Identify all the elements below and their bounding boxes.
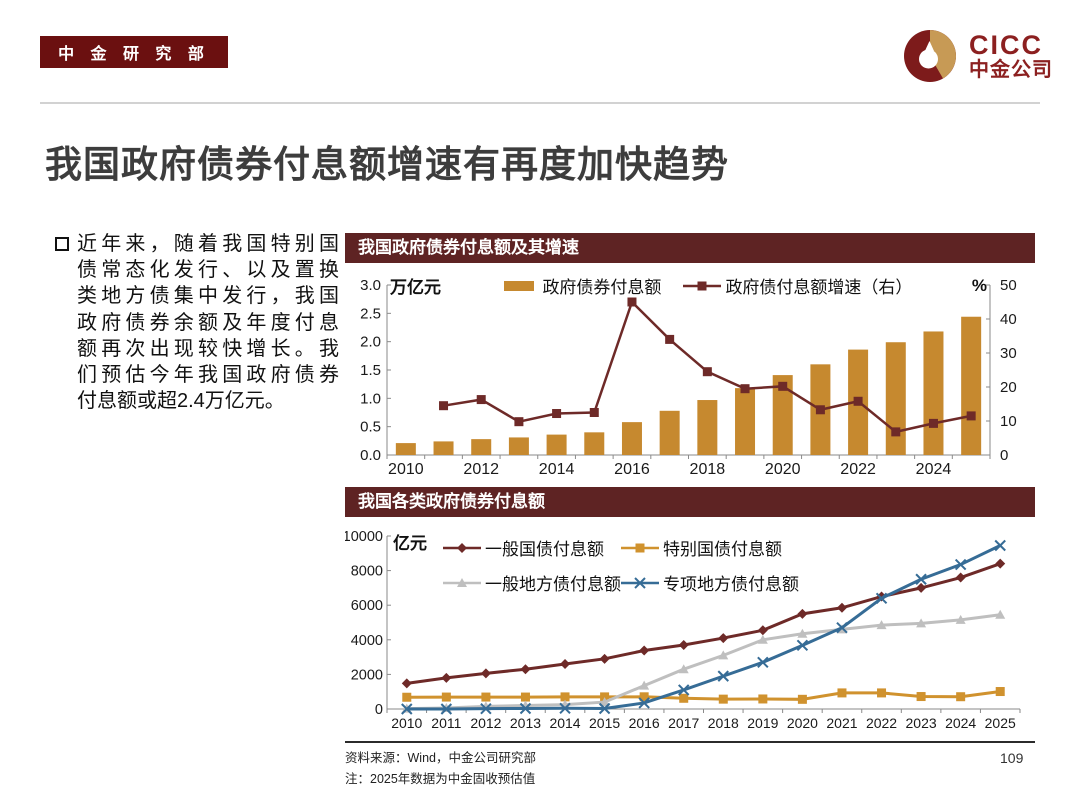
svg-text:3.0: 3.0 (360, 277, 381, 294)
svg-text:6000: 6000 (351, 598, 383, 614)
chart1-panel: 万亿元 政府债券付息额 政府债付息额增速（右） % 0.0 0.5 1.0 1.5 2.… (345, 263, 1035, 480)
svg-text:2016: 2016 (614, 461, 650, 478)
chart2-left-axis-unit: 亿元 (393, 534, 427, 553)
svg-text:2024: 2024 (945, 715, 976, 731)
svg-text:2012: 2012 (463, 461, 499, 478)
legend-item-general-local: 一般地方债付息额 (443, 570, 621, 595)
chart1-left-axis-unit: 万亿元 (390, 278, 441, 297)
line-x-swatch-icon (621, 576, 659, 590)
svg-text:2021: 2021 (826, 715, 857, 731)
cicc-logo-icon (903, 28, 957, 84)
svg-text:0.5: 0.5 (360, 419, 381, 436)
figure-bottom-rule (345, 741, 1035, 743)
line-square-swatch-icon (621, 541, 659, 555)
line-diamond-swatch-icon (443, 541, 481, 555)
cicc-logo-cn: 中金公司 (969, 58, 1053, 81)
svg-text:0: 0 (1000, 447, 1008, 464)
page-title: 我国政府债券付息额增速有再度加快趋势 (45, 144, 729, 185)
intro-text: 近年来，随着我国特别国 债常态化发行、以及置换 类地方债集中发行，我国 政府债券… (77, 231, 339, 414)
chart2-svg: 0 2000 4000 6000 8000 10000 2010 2011 2012 2013 20… (345, 529, 1021, 731)
svg-text:2010: 2010 (388, 461, 424, 478)
chart2-panel: 亿元 一般国债付息额 特别国债付息额 一般地方债付息额 专项地方债付息额 0 20… (345, 517, 1035, 742)
svg-text:4000: 4000 (351, 633, 383, 649)
intro-line: 额再次出现较快增长。我 (77, 337, 339, 360)
svg-text:20: 20 (1000, 379, 1017, 396)
svg-text:2.5: 2.5 (360, 305, 381, 322)
intro-bullet-block: 近年来，随着我国特别国 债常态化发行、以及置换 类地方债集中发行，我国 政府债券… (55, 231, 345, 414)
header-divider (40, 102, 1040, 104)
research-dept-badge: 中 金 研 究 部 (40, 36, 228, 68)
chart1-header: 我国政府债券付息额及其增速 (345, 233, 1035, 263)
legend-item-special-treasury: 特别国债付息额 (621, 535, 799, 560)
svg-text:2014: 2014 (539, 461, 575, 478)
note-line: 注：2025年数据为中金固收预估值 (345, 772, 536, 786)
chart1-svg: 0.0 0.5 1.0 1.5 2.0 2.5 3.0 0 10 20 30 40 50 2010 2012… (360, 277, 1017, 478)
svg-text:0: 0 (375, 702, 383, 718)
source-line: 资料来源：Wind，中金公司研究部 (345, 751, 536, 765)
svg-text:50: 50 (1000, 277, 1017, 294)
svg-text:2023: 2023 (906, 715, 937, 731)
svg-text:30: 30 (1000, 345, 1017, 362)
page-number: 109 (1000, 750, 1024, 766)
svg-text:2020: 2020 (787, 715, 818, 731)
svg-text:2010: 2010 (391, 715, 422, 731)
legend-item-special-local: 专项地方债付息额 (621, 570, 799, 595)
svg-text:2.0: 2.0 (360, 334, 381, 351)
bar-swatch-icon (500, 279, 538, 293)
svg-text:2016: 2016 (629, 715, 660, 731)
intro-line: 们预估今年我国政府债券 (77, 364, 339, 387)
svg-text:10: 10 (1000, 413, 1017, 430)
svg-text:2018: 2018 (690, 461, 726, 478)
line-square-swatch-icon (683, 279, 722, 293)
svg-text:2012: 2012 (470, 715, 501, 731)
svg-text:2000: 2000 (351, 667, 383, 683)
svg-text:2018: 2018 (708, 715, 739, 731)
svg-text:2017: 2017 (668, 715, 699, 731)
svg-text:2013: 2013 (510, 715, 541, 731)
svg-text:2019: 2019 (747, 715, 778, 731)
chart2-legend: 一般国债付息额 特别国债付息额 一般地方债付息额 专项地方债付息额 (443, 535, 799, 595)
svg-text:40: 40 (1000, 311, 1017, 328)
svg-text:2011: 2011 (431, 715, 461, 731)
intro-line: 付息额或超2.4万亿元。 (77, 390, 285, 413)
intro-line: 近年来，随着我国特别国 (77, 233, 339, 255)
svg-text:2022: 2022 (866, 715, 897, 731)
square-bullet-icon (55, 237, 69, 251)
intro-line: 政府债券余额及年度付息 (77, 311, 339, 334)
svg-text:1.0: 1.0 (360, 390, 381, 407)
svg-text:2014: 2014 (549, 715, 580, 731)
svg-text:2025: 2025 (985, 715, 1016, 731)
svg-text:2024: 2024 (916, 461, 952, 478)
svg-text:2020: 2020 (765, 461, 801, 478)
svg-text:10000: 10000 (345, 529, 383, 545)
svg-text:0.0: 0.0 (360, 447, 381, 464)
svg-text:1.5: 1.5 (360, 362, 381, 379)
chart1-right-axis-unit: % (971, 275, 987, 295)
line-triangle-swatch-icon (443, 576, 481, 590)
cicc-logo-en: CICC (969, 30, 1043, 61)
intro-line: 类地方债集中发行，我国 (77, 285, 339, 308)
legend-item-bond-interest: 政府债券付息额 (500, 273, 661, 298)
svg-text:8000: 8000 (351, 564, 383, 580)
svg-text:2022: 2022 (840, 461, 876, 478)
intro-line: 债常态化发行、以及置换 (77, 259, 339, 282)
legend-item-growth-rate: 政府债付息额增速（右） (683, 273, 912, 298)
chart2-header: 我国各类政府债券付息额 (345, 487, 1035, 517)
cicc-logo: CICC 中金公司 (903, 28, 1053, 84)
chart1-legend: 万亿元 政府债券付息额 政府债付息额增速（右） % (390, 273, 987, 298)
svg-text:2015: 2015 (589, 715, 620, 731)
legend-item-treasury: 一般国债付息额 (443, 535, 621, 560)
